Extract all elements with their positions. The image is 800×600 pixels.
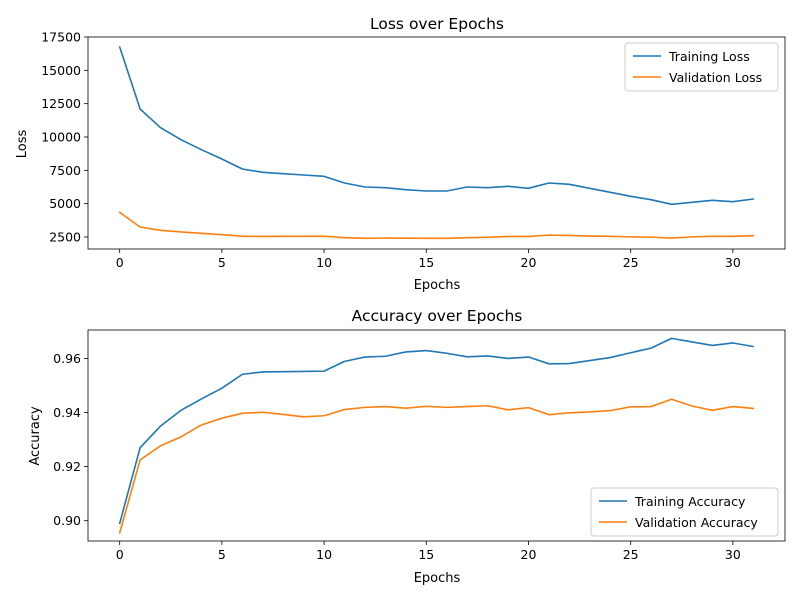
accuracy-legend-box [590,487,779,537]
loss-y-tick-label: 10000 [41,130,81,145]
accuracy-x-tick-label: 10 [316,547,332,562]
accuracy-x-tick-label: 25 [623,547,639,562]
accuracy-plot-frame [87,329,786,542]
loss-legend-label-training: Training Loss [668,49,750,64]
loss-y-axis-label: Loss [15,130,30,159]
accuracy-series-lines [118,337,755,534]
accuracy-legend-label-training: Training Accuracy [634,494,746,509]
accuracy-x-tick-label: 0 [116,547,124,562]
loss-y-tick-label: 7500 [49,163,81,178]
accuracy-x-tick-label: 30 [725,547,741,562]
loss-series-line-validation [118,211,755,240]
accuracy-y-tick-label: 0.92 [53,459,81,474]
loss-legend-box [624,42,779,92]
accuracy-y-tick-label: 0.96 [53,351,81,366]
loss-series-lines [118,46,755,240]
loss-legend: Training Loss Validation Loss [624,42,779,92]
loss-y-tick-label: 2500 [49,230,81,245]
accuracy-series-line-training [118,337,755,525]
accuracy-series-line-validation [118,398,755,534]
loss-x-tick-label: 0 [116,255,124,270]
accuracy-x-axis-label: Epochs [414,571,461,586]
loss-y-tick-label: 17500 [41,30,81,45]
loss-legend-label-validation: Validation Loss [669,70,762,85]
accuracy-x-tick-label: 15 [418,547,434,562]
loss-x-tick-label: 20 [521,255,537,270]
accuracy-y-axis-label: Accuracy [28,406,43,466]
accuracy-y-tick-label: 0.90 [53,513,81,528]
loss-plot-frame [87,36,786,250]
loss-x-tick-label: 15 [418,255,434,270]
loss-ticks: 0 5 10 15 20 25 30 2500 5000 7500 10000 12500 15000 1… [41,30,741,271]
accuracy-legend-label-validation: Validation Accuracy [635,515,758,530]
loss-x-axis-label: Epochs [414,278,461,293]
loss-series-line-training [118,46,755,206]
loss-x-tick-label: 25 [623,255,639,270]
accuracy-x-tick-label: 20 [521,547,537,562]
accuracy-x-tick-label: 5 [218,547,226,562]
loss-y-tick-label: 5000 [49,196,81,211]
loss-x-tick-label: 10 [316,255,332,270]
loss-chart-title: Loss over Epochs [370,15,504,33]
accuracy-y-tick-label: 0.94 [53,405,81,420]
accuracy-ticks: 0 5 10 15 20 25 30 0.90 0.92 0.94 0.96 [53,351,741,562]
loss-x-tick-label: 5 [218,255,226,270]
loss-y-tick-label: 12500 [41,96,81,111]
loss-x-tick-label: 30 [725,255,741,270]
accuracy-legend: Training Accuracy Validation Accuracy [590,487,779,537]
accuracy-chart-title: Accuracy over Epochs [352,307,523,325]
accuracy-chart: Accuracy over Epochs Epochs Accuracy 0 5 1… [28,307,786,586]
loss-y-tick-label: 15000 [41,63,81,78]
loss-chart: Loss over Epochs Epochs Loss 0 5 10 15 20 25 3… [15,15,786,293]
